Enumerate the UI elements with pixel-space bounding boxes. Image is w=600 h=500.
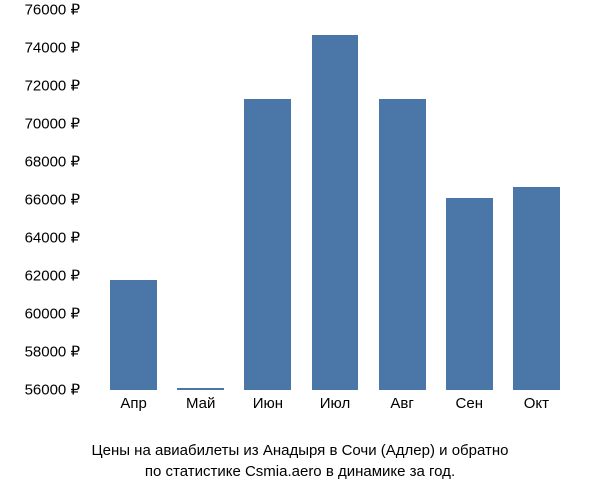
- y-tick: 70000 ₽: [25, 117, 80, 132]
- bar-slot: [167, 10, 234, 390]
- bars-group: [90, 10, 580, 390]
- x-tick: Апр: [100, 395, 167, 412]
- x-tick: Сен: [436, 395, 503, 412]
- price-chart: 76000 ₽ 74000 ₽ 72000 ₽ 70000 ₽ 68000 ₽ …: [0, 0, 600, 500]
- plot-area: [90, 10, 580, 390]
- x-tick: Авг: [369, 395, 436, 412]
- x-tick: Июл: [301, 395, 368, 412]
- bar-may: [177, 388, 224, 390]
- x-tick: Июн: [234, 395, 301, 412]
- y-axis: 76000 ₽ 74000 ₽ 72000 ₽ 70000 ₽ 68000 ₽ …: [0, 10, 85, 390]
- bar-jul: [312, 35, 359, 390]
- bar-slot: [100, 10, 167, 390]
- bar-aug: [379, 99, 426, 390]
- x-tick: Май: [167, 395, 234, 412]
- y-tick: 74000 ₽: [25, 41, 80, 56]
- y-tick: 72000 ₽: [25, 79, 80, 94]
- y-tick: 66000 ₽: [25, 193, 80, 208]
- caption-line-2: по статистике Csmia.aero в динамике за г…: [145, 463, 455, 480]
- y-tick: 58000 ₽: [25, 345, 80, 360]
- y-tick: 76000 ₽: [25, 3, 80, 18]
- caption-line-1: Цены на авиабилеты из Анадыря в Сочи (Ад…: [92, 442, 509, 459]
- x-axis: Апр Май Июн Июл Авг Сен Окт: [90, 395, 580, 412]
- bar-slot: [436, 10, 503, 390]
- bar-apr: [110, 280, 157, 390]
- y-tick: 56000 ₽: [25, 383, 80, 398]
- y-tick: 60000 ₽: [25, 307, 80, 322]
- bar-slot: [301, 10, 368, 390]
- y-tick: 68000 ₽: [25, 155, 80, 170]
- bar-jun: [244, 99, 291, 390]
- chart-caption: Цены на авиабилеты из Анадыря в Сочи (Ад…: [0, 440, 600, 482]
- y-tick: 64000 ₽: [25, 231, 80, 246]
- bar-slot: [234, 10, 301, 390]
- y-tick: 62000 ₽: [25, 269, 80, 284]
- bar-slot: [503, 10, 570, 390]
- bar-sep: [446, 198, 493, 390]
- x-tick: Окт: [503, 395, 570, 412]
- bar-slot: [369, 10, 436, 390]
- bar-oct: [513, 187, 560, 390]
